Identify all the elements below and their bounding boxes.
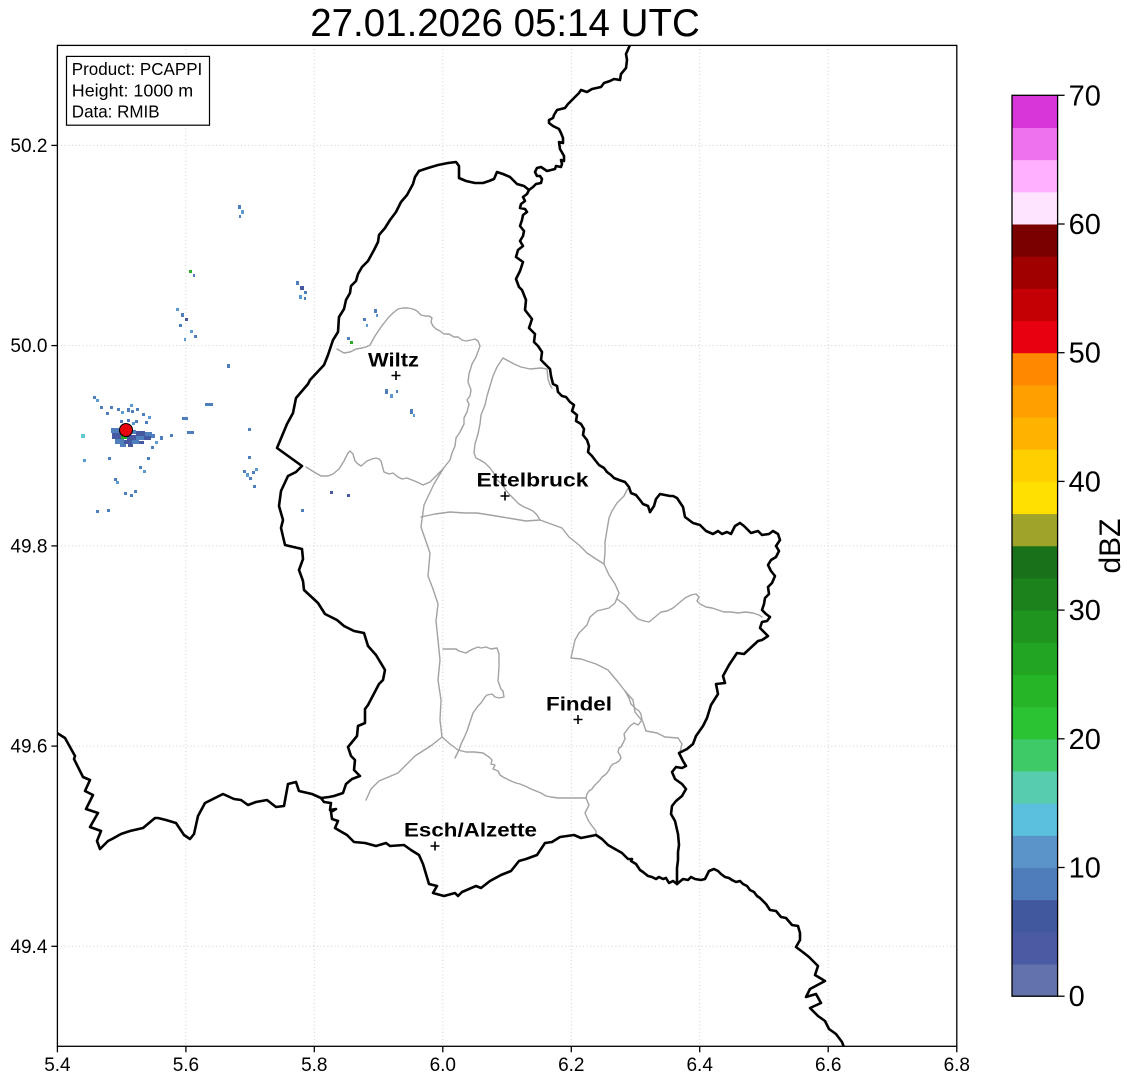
svg-text:dBZ: dBZ <box>1094 518 1127 573</box>
svg-text:0: 0 <box>1069 981 1085 1013</box>
svg-text:Findel: Findel <box>546 695 612 716</box>
svg-text:Product: PCAPPI: Product: PCAPPI <box>72 59 203 79</box>
svg-text:Ettelbruck: Ettelbruck <box>477 471 590 492</box>
svg-text:50: 50 <box>1069 338 1101 370</box>
svg-text:49.6: 49.6 <box>10 737 47 758</box>
svg-text:70: 70 <box>1069 80 1101 112</box>
svg-text:49.8: 49.8 <box>10 536 47 557</box>
svg-text:6.8: 6.8 <box>944 1055 970 1076</box>
svg-text:Esch/Alzette: Esch/Alzette <box>404 821 537 842</box>
svg-text:30: 30 <box>1069 595 1101 627</box>
svg-text:6.4: 6.4 <box>686 1055 713 1076</box>
svg-text:Data: RMIB: Data: RMIB <box>72 102 160 122</box>
svg-text:10: 10 <box>1069 853 1101 885</box>
svg-text:5.8: 5.8 <box>301 1055 327 1076</box>
svg-text:20: 20 <box>1069 724 1101 756</box>
svg-text:49.4: 49.4 <box>10 937 47 958</box>
svg-text:50.2: 50.2 <box>10 136 47 157</box>
svg-text:60: 60 <box>1069 209 1101 241</box>
svg-text:Wiltz: Wiltz <box>368 351 419 372</box>
svg-text:27.01.2026 05:14 UTC: 27.01.2026 05:14 UTC <box>310 2 700 45</box>
svg-text:6.2: 6.2 <box>558 1055 584 1076</box>
svg-text:40: 40 <box>1069 466 1101 498</box>
svg-text:5.4: 5.4 <box>44 1055 71 1076</box>
svg-text:5.6: 5.6 <box>173 1055 199 1076</box>
svg-text:50.0: 50.0 <box>10 336 47 357</box>
svg-text:6.0: 6.0 <box>430 1055 456 1076</box>
svg-text:Height: 1000 m: Height: 1000 m <box>72 80 193 100</box>
svg-text:6.6: 6.6 <box>815 1055 841 1076</box>
